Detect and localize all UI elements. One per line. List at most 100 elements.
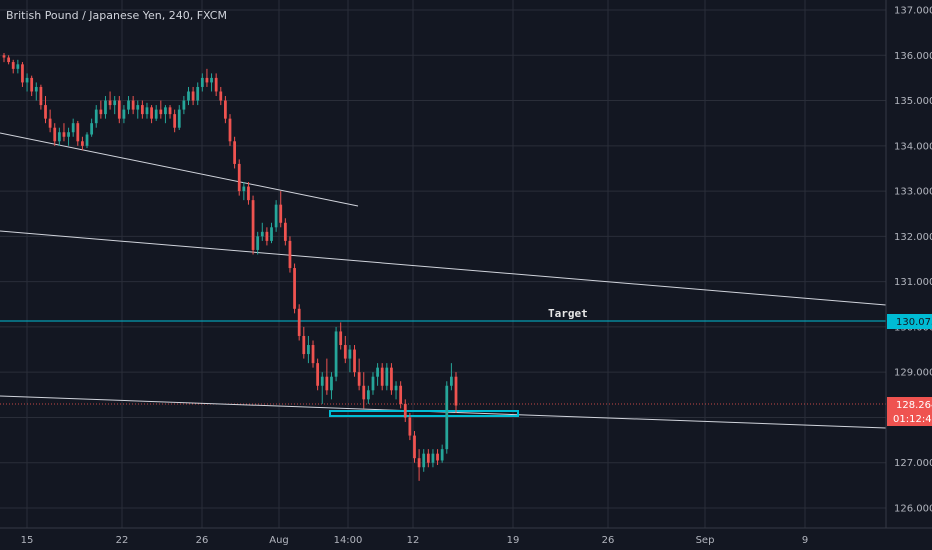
candle xyxy=(34,82,38,101)
candle xyxy=(71,118,75,137)
time-tick-label: 19 xyxy=(507,535,520,546)
candle xyxy=(413,431,416,463)
price-scale[interactable] xyxy=(886,0,932,528)
candle xyxy=(334,326,338,382)
candle xyxy=(127,96,130,115)
candle-body xyxy=(366,390,370,400)
candle-body xyxy=(330,376,333,391)
candle xyxy=(454,372,458,413)
price-axis-labels: 137.000 136.000 135.000 134.000 133.000 132.0… xyxy=(894,6,932,515)
candle-body xyxy=(173,114,177,128)
candle xyxy=(357,358,361,391)
candle-body xyxy=(145,107,149,115)
candle xyxy=(191,86,195,106)
candle-body xyxy=(454,376,458,406)
candle xyxy=(325,358,329,395)
candle-body xyxy=(57,132,61,142)
candle xyxy=(196,82,200,106)
candle xyxy=(293,263,296,314)
candle xyxy=(173,109,177,133)
candle-body xyxy=(431,453,435,463)
candle-body xyxy=(127,100,130,110)
candle xyxy=(99,100,103,119)
candle xyxy=(81,136,84,151)
price-tick-label: 126.000 xyxy=(894,504,932,515)
candle-body xyxy=(362,385,366,400)
candle-body xyxy=(251,200,255,250)
countdown-text: 01:12:49 xyxy=(893,414,932,425)
trendline-middle[interactable] xyxy=(0,230,887,306)
candle xyxy=(53,123,57,146)
time-tick-label: Aug xyxy=(269,535,289,546)
candle xyxy=(330,372,333,400)
candle xyxy=(62,123,66,142)
candle-body xyxy=(34,86,38,92)
candle-body xyxy=(302,335,306,355)
candle-body xyxy=(376,367,379,377)
candle-body xyxy=(122,109,126,119)
price-tick-label: 134.000 xyxy=(894,141,932,152)
candle xyxy=(117,96,121,124)
time-scale[interactable] xyxy=(0,528,932,550)
candle-body xyxy=(320,376,324,386)
drawing-layer[interactable] xyxy=(0,132,887,429)
candle xyxy=(311,340,315,368)
candle xyxy=(224,96,227,124)
candle-body xyxy=(2,55,6,58)
candle xyxy=(426,449,430,468)
candle-body xyxy=(242,186,246,192)
candle-body xyxy=(191,91,195,101)
candle-body xyxy=(417,458,421,468)
candle-body xyxy=(81,141,84,146)
candle-body xyxy=(307,345,310,355)
support-zone-box[interactable] xyxy=(329,410,519,417)
candle-body xyxy=(30,77,34,92)
candle xyxy=(422,449,426,472)
candle-body xyxy=(177,109,181,128)
candle-body xyxy=(117,100,121,119)
candle xyxy=(279,191,283,228)
price-tick-label: 133.000 xyxy=(894,187,932,198)
candle-body xyxy=(385,367,389,386)
candle xyxy=(394,381,398,400)
candle xyxy=(417,449,421,481)
candle xyxy=(302,326,306,359)
candle xyxy=(380,363,384,391)
candle xyxy=(288,236,292,273)
candle-body xyxy=(413,435,416,459)
candle-body xyxy=(67,132,70,137)
candle xyxy=(154,105,158,121)
candle-body xyxy=(150,107,153,119)
candle-body xyxy=(270,227,273,241)
candle-body xyxy=(380,367,384,386)
grid xyxy=(0,0,886,528)
time-tick-label: 12 xyxy=(407,535,420,546)
candle xyxy=(270,222,273,244)
candle-body xyxy=(94,109,98,124)
candle xyxy=(210,73,213,92)
time-tick-label: 26 xyxy=(196,535,209,546)
candle xyxy=(200,73,204,92)
last-price-text: 128.264 xyxy=(896,400,932,411)
time-tick-label: Sep xyxy=(696,535,715,546)
level-price-text: 130.075 xyxy=(896,317,932,328)
candle-body xyxy=(154,109,158,119)
time-tick-label: 15 xyxy=(21,535,34,546)
candle-body xyxy=(297,308,301,336)
candle-body xyxy=(311,345,315,364)
candle xyxy=(436,449,439,465)
candle xyxy=(122,105,126,124)
candle xyxy=(164,105,167,124)
level-price-badge: 130.075 xyxy=(887,314,932,329)
candle-body xyxy=(131,100,135,110)
candle-body xyxy=(25,77,29,83)
candle-body xyxy=(353,349,356,373)
candle xyxy=(376,363,379,386)
candle xyxy=(343,335,347,364)
candle-body xyxy=(53,127,57,142)
candle-body xyxy=(214,77,218,92)
candle-body xyxy=(325,376,329,391)
candle-body xyxy=(390,367,393,391)
